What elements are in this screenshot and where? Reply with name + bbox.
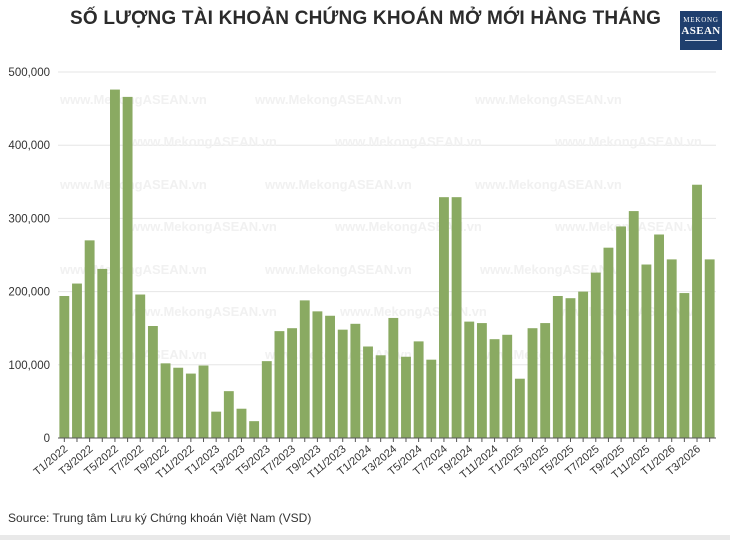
y-tick-label: 100,000 [8, 360, 50, 372]
bar [666, 259, 677, 438]
bar [97, 268, 108, 438]
bar [692, 184, 702, 438]
bar [173, 367, 184, 438]
bar [135, 294, 146, 438]
bar [249, 421, 260, 438]
watermark-text: www.MekongASEAN.vn [474, 177, 622, 192]
source-note: Source: Trung tâm Lưu ký Chứng khoán Việ… [8, 511, 312, 525]
bar [350, 323, 361, 438]
watermark-text: www.MekongASEAN.vn [59, 347, 207, 362]
bar [287, 328, 298, 438]
bar [413, 341, 424, 438]
logo-line2: ASEAN [681, 25, 721, 37]
bar [299, 300, 310, 438]
bar [628, 211, 639, 438]
bar [552, 295, 563, 438]
y-tick-label: 500,000 [8, 67, 50, 79]
mekong-asean-logo: MEKONG ASEAN [680, 11, 722, 50]
bar [527, 328, 538, 438]
bar [401, 356, 411, 438]
bar [122, 96, 133, 438]
watermark-text: www.MekongASEAN.vn [264, 177, 412, 192]
bar [616, 226, 627, 438]
watermark-layer: www.MekongASEAN.vn www.MekongASEAN.vn www.… [59, 92, 702, 362]
bar [540, 323, 551, 438]
bar [464, 321, 475, 438]
watermark-text: www.MekongASEAN.vn [264, 262, 412, 277]
watermark-text: www.MekongASEAN.vn [254, 92, 402, 107]
watermark-text: www.MekongASEAN.vn [339, 304, 487, 319]
bar [578, 291, 589, 438]
bar [426, 359, 437, 438]
bar [502, 334, 513, 438]
bar [84, 240, 95, 438]
bar [363, 346, 373, 438]
bar [704, 259, 715, 438]
watermark-text: www.MekongASEAN.vn [474, 92, 622, 107]
bar [476, 323, 487, 438]
bar [654, 234, 664, 438]
y-tick-label: 0 [44, 433, 50, 445]
watermark-text: www.MekongASEAN.vn [129, 304, 277, 319]
bar [325, 315, 335, 438]
bar [603, 247, 614, 438]
watermark-text: www.MekongASEAN.vn [59, 262, 207, 277]
bar [261, 361, 272, 438]
bar [198, 365, 209, 438]
watermark-text: www.MekongASEAN.vn [129, 219, 277, 234]
watermark-text: www.MekongASEAN.vn [59, 177, 207, 192]
y-tick-label: 300,000 [8, 213, 50, 225]
bar [439, 197, 449, 438]
bar [590, 272, 601, 438]
watermark-text: www.MekongASEAN.vn [554, 134, 702, 149]
watermark-text: www.MekongASEAN.vn [479, 262, 627, 277]
bar [514, 378, 525, 438]
bar [72, 283, 82, 438]
bar [388, 317, 399, 438]
bar [223, 391, 234, 438]
watermark-text: www.MekongASEAN.vn [59, 92, 207, 107]
chart-title: SỐ LƯỢNG TÀI KHOẢN CHỨNG KHOÁN MỞ MỚI HÀ… [70, 8, 662, 29]
bar [451, 197, 462, 438]
bar [147, 326, 158, 438]
bar [236, 408, 247, 438]
bar [59, 295, 70, 438]
logo-divider [685, 40, 717, 41]
bar [110, 89, 120, 438]
bar [312, 311, 323, 438]
watermark-text: www.MekongASEAN.vn [554, 219, 702, 234]
bar [274, 331, 285, 438]
bar [185, 373, 196, 438]
bars [59, 89, 715, 438]
bar [565, 298, 576, 438]
y-tick-label: 400,000 [8, 140, 50, 152]
bar [679, 293, 690, 438]
watermark-text: www.MekongASEAN.vn [129, 134, 277, 149]
y-tick-label: 200,000 [8, 287, 50, 299]
watermark-text: www.MekongASEAN.vn [334, 134, 482, 149]
logo-line1: MEKONG [683, 16, 719, 24]
y-axis: 0 100,000 200,000 300,000 400,000 500,000 [8, 67, 50, 445]
bar [160, 363, 171, 438]
bar [641, 264, 652, 438]
bar [211, 411, 222, 438]
bottom-strip [0, 535, 730, 540]
bar [489, 339, 500, 438]
bar [337, 329, 348, 438]
x-axis: T1/2022T3/2022T5/2022T7/2022T9/2022T11/2… [32, 437, 716, 482]
bar [375, 355, 386, 438]
